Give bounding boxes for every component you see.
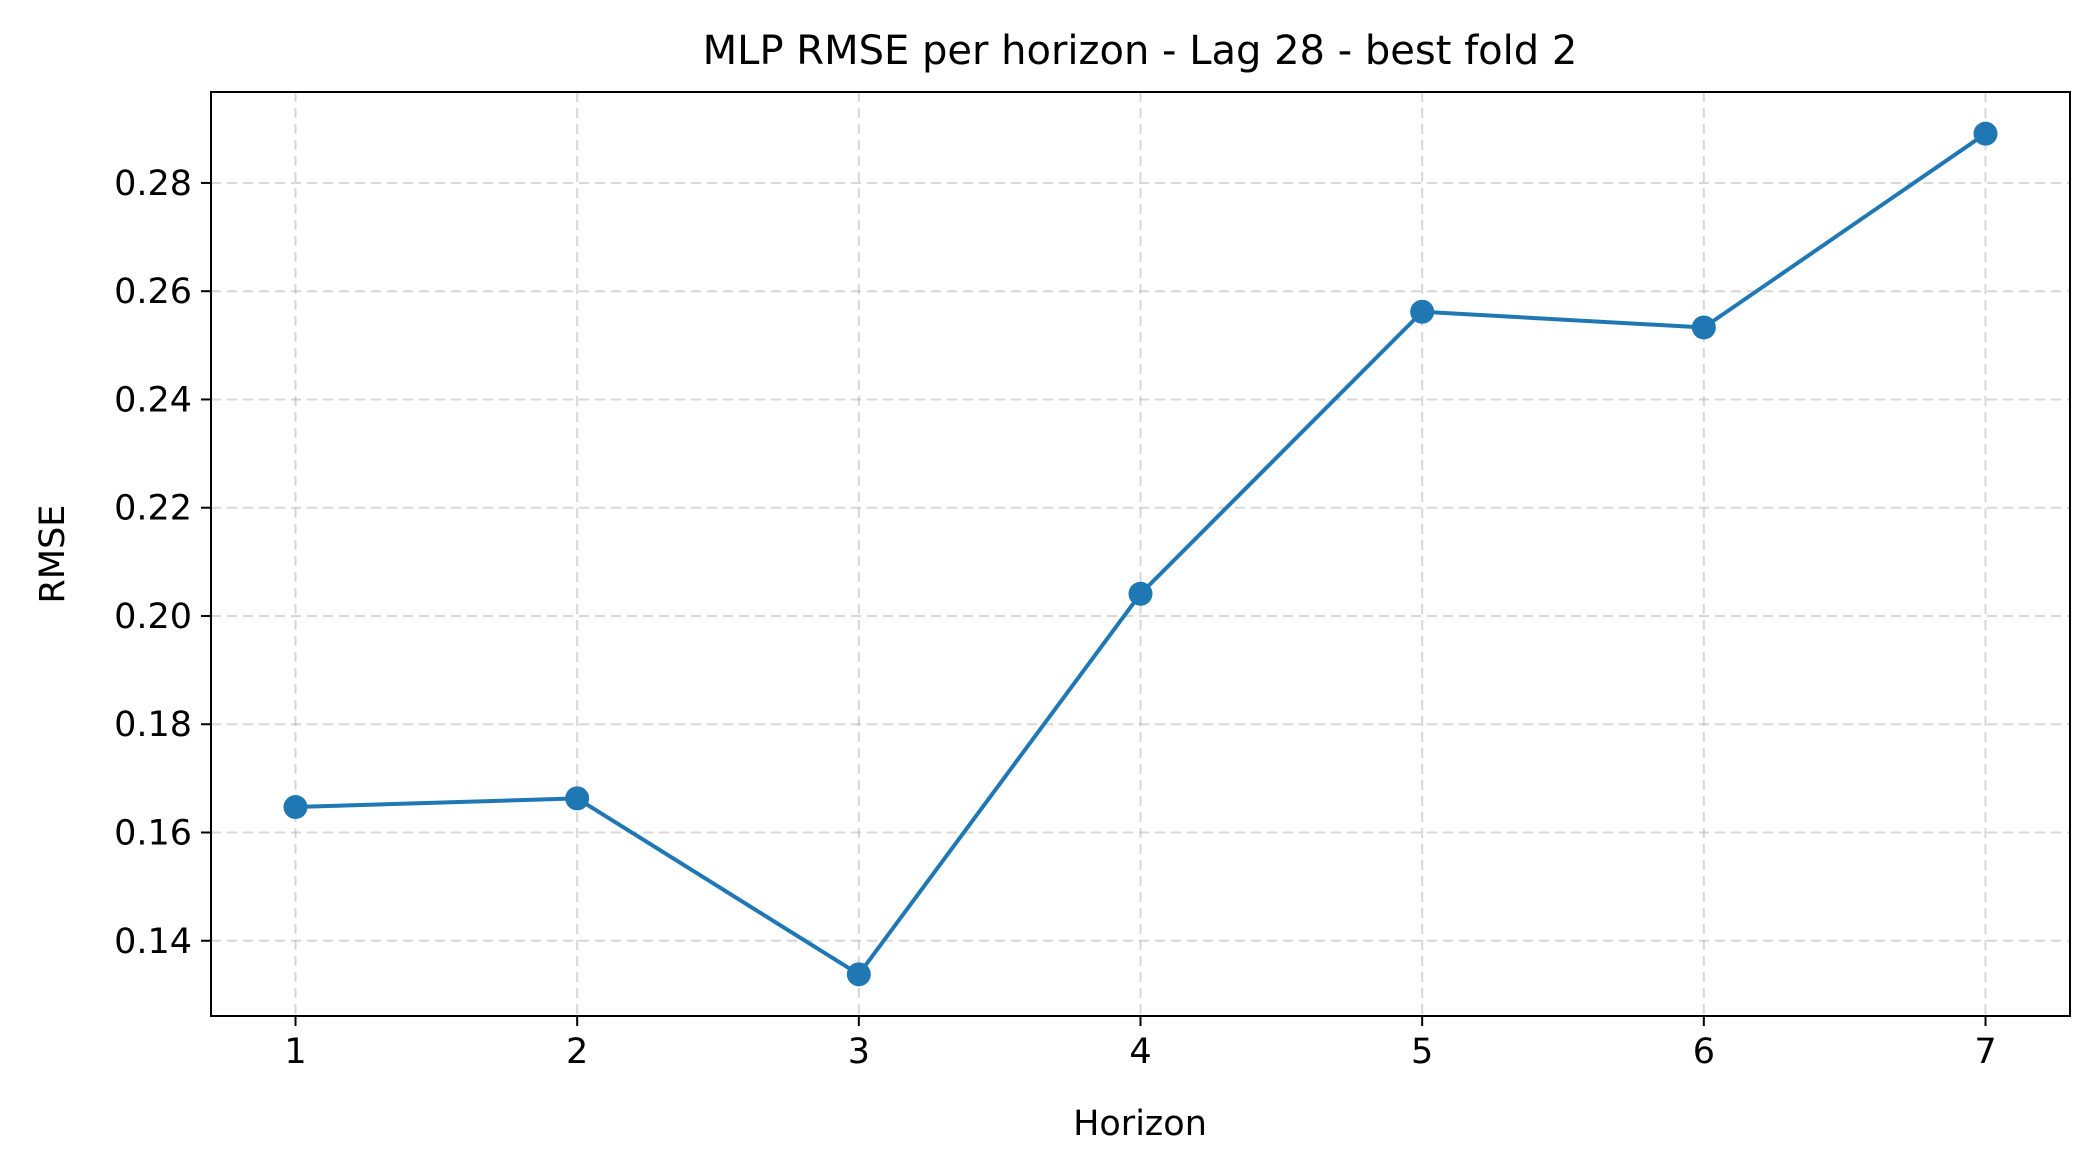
data-point — [565, 786, 590, 811]
series-layer — [283, 121, 1998, 987]
y-tick-label: 0.28 — [114, 164, 192, 204]
data-point — [1973, 121, 1998, 146]
x-tick-label: 7 — [1974, 1032, 1996, 1072]
chart-title: MLP RMSE per horizon - Lag 28 - best fol… — [703, 28, 1578, 74]
x-tick-label: 6 — [1693, 1032, 1715, 1072]
x-tick-label: 4 — [1129, 1032, 1151, 1072]
data-point — [1128, 581, 1153, 606]
x-tick-label: 3 — [848, 1032, 870, 1072]
y-tick-label: 0.24 — [114, 380, 192, 420]
y-tick-label: 0.26 — [114, 272, 192, 312]
data-point — [846, 962, 871, 987]
data-point — [1691, 315, 1716, 340]
y-tick-label: 0.18 — [114, 705, 192, 745]
y-axis-label: RMSE — [33, 505, 73, 604]
x-tick-label: 2 — [566, 1032, 588, 1072]
y-axis-ticks: 0.14 0.16 0.18 0.20 0.22 0.24 0.26 0.28 — [114, 164, 211, 962]
data-point — [1410, 299, 1435, 324]
y-tick-label: 0.16 — [114, 813, 192, 853]
y-tick-label: 0.14 — [114, 922, 192, 962]
x-tick-label: 5 — [1411, 1032, 1433, 1072]
x-tick-label: 1 — [284, 1032, 306, 1072]
x-axis-label: Horizon — [1073, 1104, 1207, 1144]
grid — [211, 92, 2070, 1016]
data-point — [283, 795, 308, 820]
y-tick-label: 0.22 — [114, 489, 192, 529]
x-axis-ticks: 1 2 3 4 5 6 7 — [284, 1016, 1997, 1072]
y-tick-label: 0.20 — [114, 597, 192, 637]
